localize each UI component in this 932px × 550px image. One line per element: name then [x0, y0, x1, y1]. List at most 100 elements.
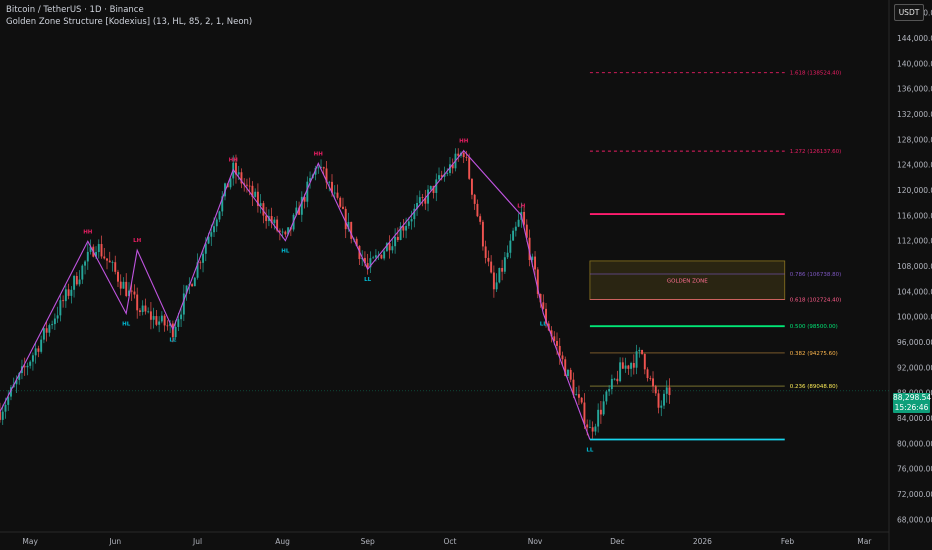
candle-body — [284, 231, 287, 235]
candle-body — [67, 289, 70, 296]
candle-body — [265, 215, 268, 222]
candle-body — [613, 378, 616, 380]
candle-body — [407, 221, 410, 226]
candle-body — [245, 184, 248, 186]
candle-body — [160, 315, 163, 322]
candle-body — [40, 339, 43, 352]
candle-body — [575, 394, 578, 396]
candle-body — [26, 365, 29, 368]
candle-body — [534, 256, 537, 270]
candle-body — [421, 197, 424, 198]
candle-body — [276, 219, 279, 231]
swing-label: LL — [169, 337, 177, 343]
candle-body — [418, 197, 421, 203]
symbol-title[interactable]: Bitcoin / TetherUS · 1D · Binance — [6, 5, 144, 15]
candle-body — [251, 185, 254, 197]
candle-body — [10, 387, 12, 397]
candle-body — [517, 219, 520, 227]
candle-body — [597, 409, 600, 427]
candle-body — [366, 263, 369, 268]
last-price-value: 88,298.54 — [893, 393, 932, 402]
time-axis-label: Aug — [275, 537, 290, 546]
candle-body — [158, 321, 161, 325]
candle-body — [136, 294, 139, 311]
candle-body — [372, 257, 375, 259]
price-tick-label: 100,000.00 — [897, 313, 932, 322]
candle-body — [649, 378, 652, 379]
candle-body — [122, 281, 125, 289]
currency-button[interactable]: USDT — [894, 4, 924, 21]
candle-body — [512, 230, 515, 241]
candle-body — [97, 244, 100, 253]
candle-body — [328, 181, 331, 183]
candle-body — [127, 290, 130, 296]
candle-body — [259, 203, 262, 206]
candle-body — [119, 281, 122, 289]
price-tick-label: 128,000.00 — [897, 135, 932, 144]
candle-body — [577, 394, 580, 398]
candle-body — [215, 219, 218, 227]
candle-body — [320, 167, 322, 168]
swing-label: HH — [229, 158, 239, 164]
candle-body — [487, 257, 490, 262]
candle-body — [224, 183, 226, 197]
time-axis-label: Mar — [857, 537, 872, 546]
candle-body — [632, 363, 635, 368]
candle-body — [155, 316, 158, 325]
candle-body — [663, 393, 665, 406]
candle-body — [498, 267, 501, 283]
candle-body — [278, 230, 281, 232]
swing-label: LH — [517, 203, 526, 209]
candle-body — [528, 237, 531, 261]
candle-body — [270, 216, 273, 223]
candle-body — [468, 157, 471, 179]
candle-body — [42, 328, 45, 340]
price-tick-label: 112,000.00 — [897, 237, 932, 246]
candle-body — [550, 330, 553, 337]
candle-body — [572, 379, 575, 396]
candle-body — [37, 348, 40, 352]
candle-body — [413, 208, 416, 220]
candle-body — [446, 172, 449, 174]
candle-body — [0, 411, 1, 420]
candle-body — [363, 257, 366, 264]
price-tick-label: 80,000.00 — [897, 439, 932, 448]
candle-body — [108, 260, 111, 263]
candle-body — [210, 232, 213, 237]
candle-body — [73, 275, 76, 290]
candle-body — [18, 373, 21, 380]
candle-body — [561, 355, 564, 360]
candle-body — [70, 289, 73, 296]
candle-body — [182, 293, 185, 315]
candle-body — [309, 178, 312, 182]
candle-body — [388, 243, 391, 251]
fib-level-label: 0.500 (98500.00) — [790, 324, 838, 330]
candle-body — [221, 196, 224, 212]
swing-label: LL — [540, 322, 548, 328]
golden-zone-box — [589, 260, 786, 300]
candle-body — [89, 246, 92, 252]
candle-body — [599, 409, 602, 415]
candle-body — [509, 240, 512, 253]
candle-body — [185, 285, 188, 294]
indicator-title[interactable]: Golden Zone Structure [Kodexius] (13, HL… — [6, 17, 253, 27]
candle-body — [303, 196, 306, 202]
candle-body — [503, 257, 506, 272]
time-axis-label: Jul — [192, 537, 202, 546]
candle-body — [207, 236, 210, 244]
candle-body — [630, 363, 633, 369]
candle-body — [380, 254, 383, 259]
candle-body — [553, 336, 556, 342]
candle-body — [106, 258, 108, 261]
candle-body — [514, 226, 517, 231]
candle-body — [103, 256, 106, 259]
candle-body — [149, 311, 152, 320]
price-tick-label: 68,000.00 — [897, 515, 932, 524]
candle-body — [624, 365, 627, 369]
candle-body — [62, 300, 65, 302]
price-tick-label: 140,000.00 — [897, 59, 932, 68]
candle-body — [465, 157, 468, 158]
candle-body — [331, 181, 333, 193]
time-axis-label: Jun — [108, 537, 121, 546]
